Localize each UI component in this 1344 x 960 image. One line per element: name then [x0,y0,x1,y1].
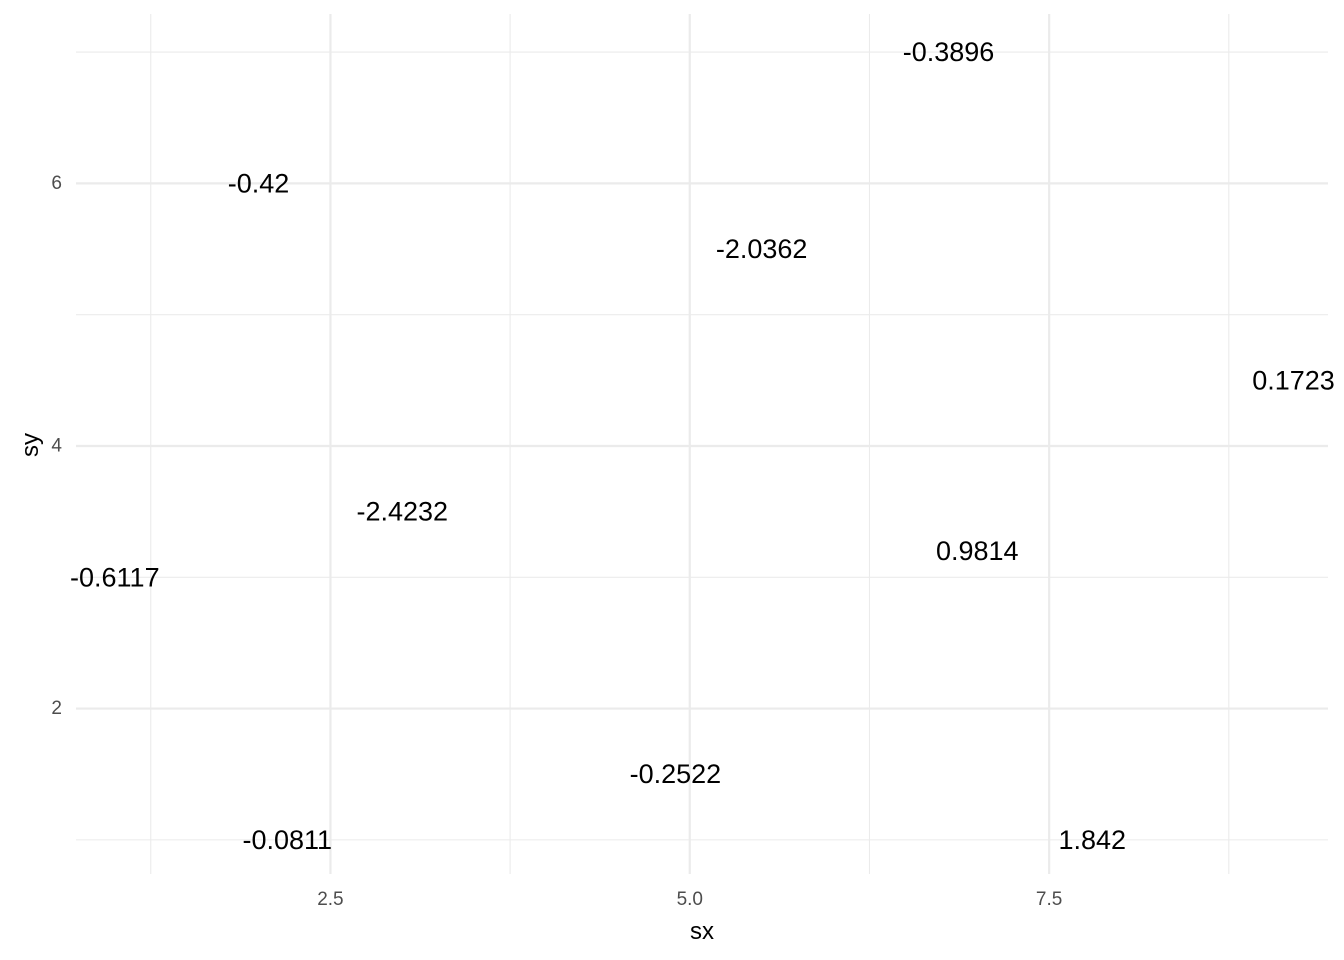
point-label: -0.42 [228,168,290,198]
point-label: -0.3896 [903,37,995,67]
point-label: -2.4232 [357,497,449,527]
y-tick-label: 2 [51,698,62,719]
x-axis-ticks: 2.5 5.0 7.5 [317,889,1062,910]
point-label: 0.1723 [1252,365,1335,395]
x-axis-title: sx [690,918,714,945]
x-tick-label: 2.5 [317,889,343,910]
point-label: 1.842 [1058,825,1126,855]
grid [76,14,1328,874]
point-label: 0.9814 [936,536,1019,566]
x-tick-label: 7.5 [1036,889,1062,910]
point-label: -0.6117 [70,562,160,592]
y-tick-label: 4 [51,435,62,456]
point-labels: -0.3896 -0.42 -2.0362 0.1723 -2.4232 0.9814 -0… [70,37,1335,855]
y-tick-label: 6 [51,173,62,194]
x-tick-label: 5.0 [677,889,703,910]
y-axis-title: sy [17,433,44,457]
y-axis-ticks: 2 4 6 [51,173,62,719]
point-label: -0.2522 [630,759,722,789]
point-label: -0.0811 [243,825,333,855]
point-label: -2.0362 [716,234,808,264]
